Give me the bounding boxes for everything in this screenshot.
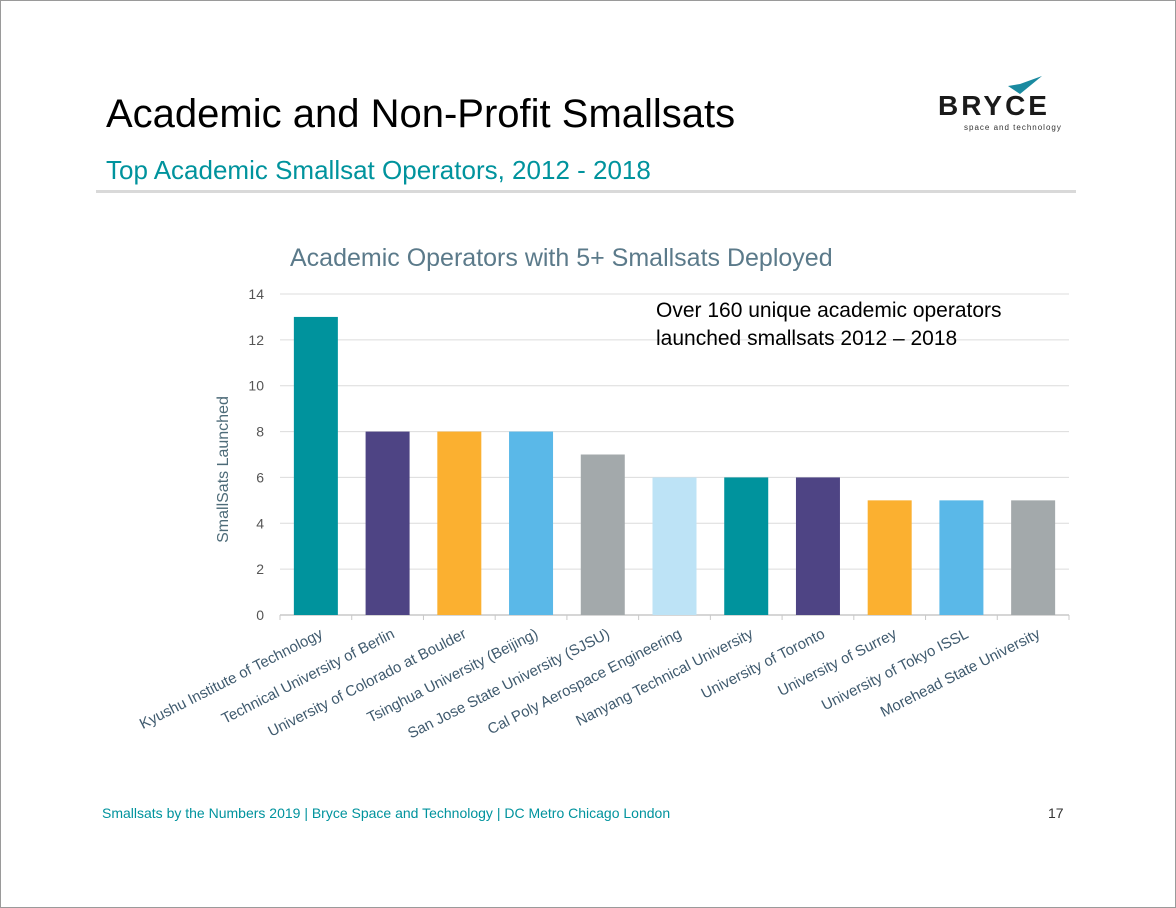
bar (1011, 500, 1056, 615)
bar (795, 477, 840, 615)
bryce-logo: BRYCE space and technology (938, 76, 1078, 136)
bar (867, 500, 912, 615)
logo-chevron-icon (1008, 76, 1042, 94)
page-number: 17 (1048, 805, 1064, 821)
y-tick-label: 0 (256, 607, 264, 623)
annotation-line-2: launched smallsats 2012 – 2018 (656, 327, 958, 350)
y-tick-label: 6 (256, 469, 264, 485)
bar (724, 477, 769, 615)
bar (652, 477, 697, 615)
bar (293, 316, 338, 615)
bar (580, 454, 625, 615)
bar (509, 431, 554, 615)
bar (365, 431, 410, 615)
footer-text: Smallsats by the Numbers 2019 | Bryce Sp… (102, 805, 671, 821)
y-tick-label: 2 (256, 561, 264, 577)
annotation-text: Over 160 unique academic operators launc… (656, 297, 1002, 353)
slide-title: Academic and Non-Profit Smallsats (106, 92, 736, 136)
y-tick-label: 10 (248, 378, 264, 394)
y-tick-label: 4 (256, 515, 264, 531)
y-tick-label: 8 (256, 424, 264, 440)
logo-tagline: space and technology (964, 123, 1062, 132)
slide-subtitle: Top Academic Smallsat Operators, 2012 - … (106, 155, 651, 185)
annotation-line-1: Over 160 unique academic operators (656, 299, 1002, 322)
logo-wordmark: BRYCE (938, 90, 1050, 121)
x-category-label: University of Toronto (698, 625, 827, 702)
chart-title: Academic Operators with 5+ Smallsats Dep… (290, 244, 833, 272)
bar (437, 431, 482, 615)
y-tick-label: 12 (248, 332, 264, 348)
title-divider (96, 190, 1076, 193)
bar (939, 500, 984, 615)
y-tick-label: 14 (248, 286, 264, 302)
y-axis-label: SmallSats Launched (215, 396, 232, 543)
